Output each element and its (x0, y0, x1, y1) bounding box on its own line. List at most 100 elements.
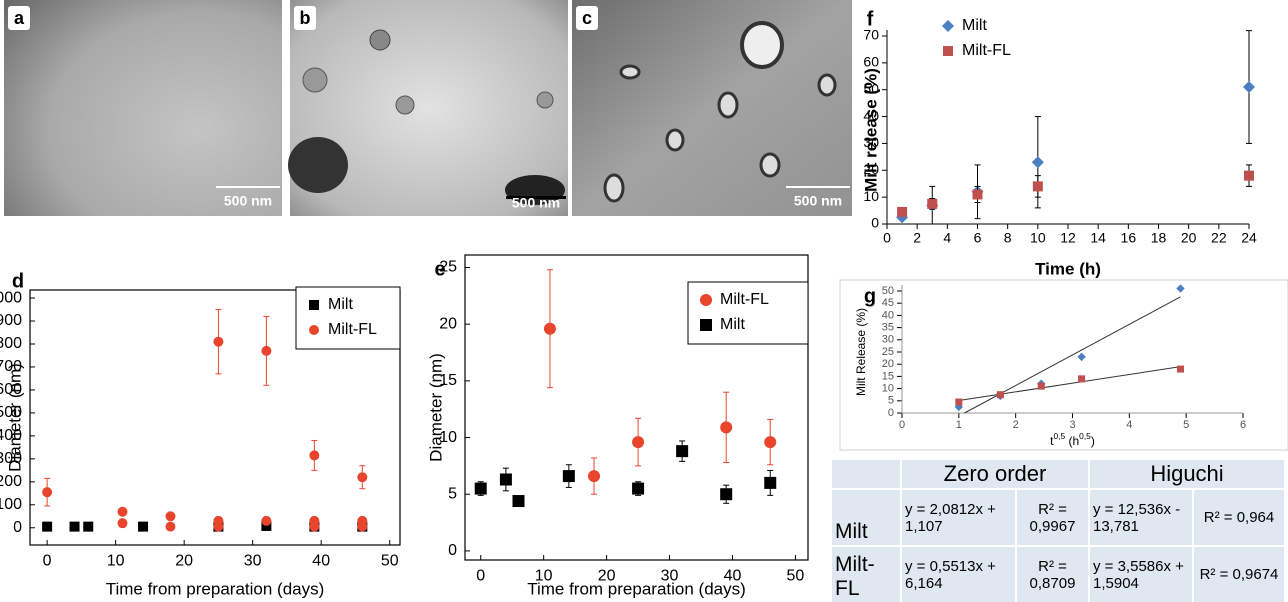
chart: d010203040500100200300400500600700800900… (0, 270, 401, 598)
x-tick-label: 6 (1240, 419, 1246, 431)
x-axis-label-part: 0,5 (1079, 431, 1091, 441)
y-axis-label: Milt release (%) (861, 68, 880, 192)
x-tick-label: 40 (724, 568, 742, 585)
point (165, 521, 176, 532)
y-tick-label: 5 (888, 395, 894, 407)
point (720, 421, 733, 434)
scale-label: 500 nm (794, 193, 842, 209)
point (927, 198, 938, 209)
x-tick-label: 4 (1126, 419, 1132, 431)
x-tick-label: 30 (661, 568, 679, 585)
y-tick-label: 15 (439, 372, 457, 389)
x-tick-label: 0 (43, 553, 52, 570)
y-tick-label: 40 (882, 309, 894, 321)
table-cell: y = 12,536x - 13,781 (1088, 488, 1194, 547)
plot-frame (464, 254, 809, 561)
point (261, 515, 272, 526)
point (1032, 181, 1043, 192)
trendline (958, 366, 1181, 402)
y-tick-label: 500 (0, 404, 22, 421)
x-axis-label-part: t (1050, 434, 1054, 448)
chart-frame (839, 279, 1288, 451)
x-tick-label: 5 (1183, 419, 1189, 431)
y-tick-label: 700 (0, 358, 22, 375)
y-tick-label: 200 (0, 473, 22, 490)
point (955, 398, 963, 406)
y-axis-label: Milt Release (%) (854, 308, 868, 396)
point (474, 482, 487, 495)
table-cell: R² = 0,9967 (1015, 488, 1090, 547)
panel-label: c (582, 8, 592, 28)
x-tick-label: 4 (943, 229, 951, 245)
x-axis-label: Time (h) (1035, 259, 1101, 278)
x-tick-label: 8 (1004, 229, 1012, 245)
y-tick-label: 60 (863, 54, 879, 70)
y-axis-label: Diameter (nm) (5, 363, 24, 472)
point (972, 189, 983, 200)
y-tick-label: 0 (871, 215, 879, 231)
legend-marker (700, 319, 712, 331)
table-cell: y = 2,0812x + 1,107 (900, 488, 1017, 547)
x-tick-label: 6 (974, 229, 982, 245)
table-cell: y = 3,5586x + 1,5904 (1088, 545, 1194, 602)
point (588, 470, 601, 483)
point (1031, 156, 1044, 169)
table-cell: R² = 0,9674 (1192, 545, 1286, 602)
point (213, 336, 224, 347)
x-axis-label-part: ) (1091, 434, 1095, 448)
x-tick-label: 0 (899, 419, 905, 431)
point (83, 521, 94, 532)
table-cell: R² = 0,964 (1192, 488, 1286, 547)
table-cell: y = 0,5513x + 6,164 (900, 545, 1017, 602)
y-tick-label: 5 (448, 485, 457, 502)
legend-label: Milt (720, 316, 745, 333)
legend-marker (309, 300, 319, 310)
scale-label: 500 nm (224, 193, 272, 209)
point (1176, 284, 1185, 293)
chart: e 0 10 20 30 40 50 0 5 10 15 20 25 Time from preparat… (426, 254, 809, 598)
point (309, 450, 320, 461)
x-tick-label: 1 (956, 419, 962, 431)
x-axis-label-part: 0,5 (1054, 431, 1066, 441)
x-axis-label: t0,5 (h0,5) (1050, 431, 1095, 448)
point (357, 472, 368, 483)
y-tick-label: 20 (439, 315, 457, 332)
y-tick-label: 70 (863, 27, 879, 43)
table-header: Zero order (900, 458, 1090, 490)
scale-label: 500 nm (512, 195, 560, 211)
x-tick-label: 24 (1241, 229, 1257, 245)
y-tick-label: 10 (439, 429, 457, 446)
y-tick-label: 40 (863, 107, 879, 123)
x-tick-label: 20 (175, 553, 193, 570)
plot-frame (29, 289, 401, 546)
chart: f0 2 4 6 8 10 12 14 16 18 20 22 24010203040506070Tim… (861, 8, 1257, 278)
x-tick-label: 22 (1211, 229, 1227, 245)
tem-image-b: b 500 nm (288, 0, 568, 216)
legend-marker (700, 294, 712, 306)
x-tick-label: 10 (535, 568, 553, 585)
legend-label: Milt-FL (962, 42, 1011, 59)
y-tick-label: 45 (882, 297, 894, 309)
y-axis-label: Diameter (nm) (426, 353, 445, 462)
panel-label: e (434, 258, 445, 280)
y-tick-label: 1000 (0, 289, 22, 306)
x-tick-label: 0 (476, 568, 485, 585)
point (897, 206, 908, 217)
point (261, 520, 272, 531)
point (632, 482, 645, 495)
x-tick-label: 3 (1069, 419, 1075, 431)
x-tick-label: 50 (381, 553, 399, 570)
x-tick-label: 12 (1060, 229, 1076, 245)
y-tick-label: 600 (0, 381, 22, 398)
y-tick-label: 15 (882, 370, 894, 382)
point (720, 488, 733, 501)
panel-label: f (867, 8, 874, 30)
y-tick-label: 0 (13, 519, 22, 536)
point (512, 495, 525, 508)
point (1077, 352, 1086, 362)
fit-table: Zero order Higuchi Milt y = 2,0812x + 1,1… (830, 458, 1286, 602)
x-axis-label: Time from preparation (days) (527, 579, 746, 598)
y-tick-label: 900 (0, 312, 22, 329)
x-tick-label: 20 (1181, 229, 1197, 245)
